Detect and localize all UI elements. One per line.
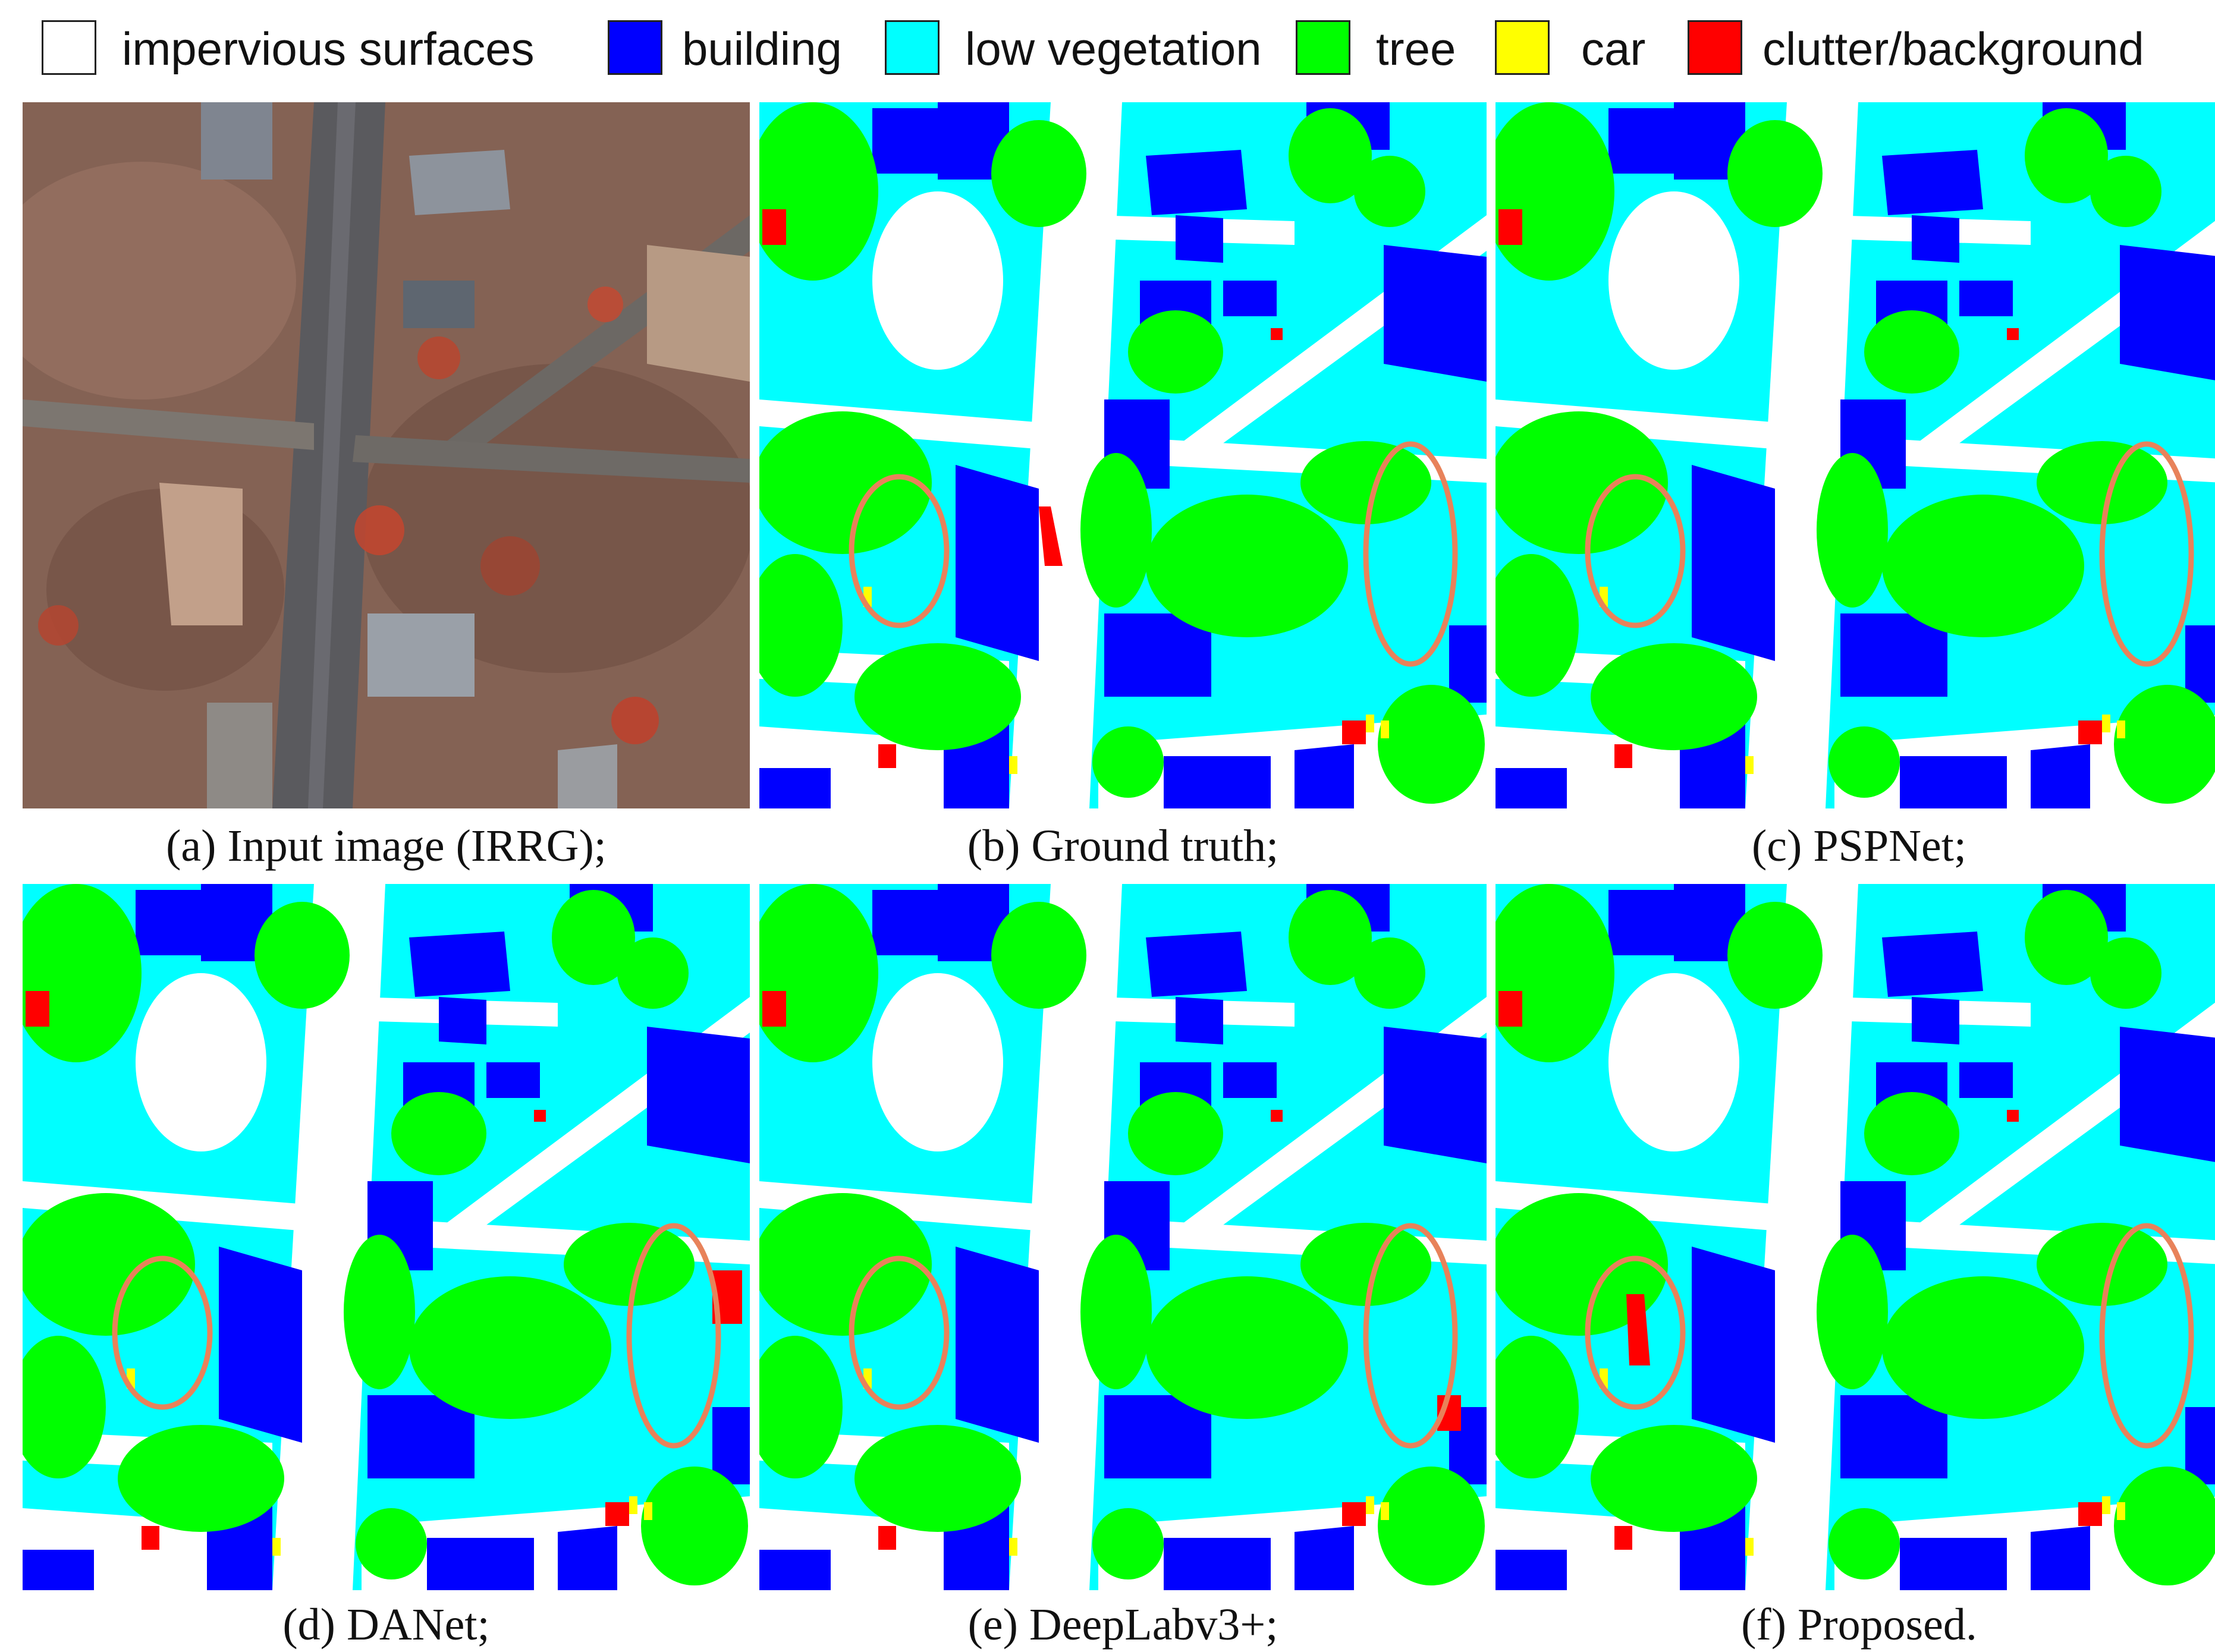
legend-swatch-impervious-surfaces (42, 20, 96, 75)
highlight-ellipse-left (849, 1255, 950, 1410)
highlight-ellipse-left (112, 1255, 213, 1410)
legend-label: low vegetation (965, 23, 1262, 75)
panel-danet (23, 884, 750, 1590)
legend-swatch-building (608, 20, 662, 75)
segmentation-map-danet (23, 884, 750, 1590)
panel-deeplabv3plus (759, 884, 1487, 1590)
legend-swatch-low-vegetation (885, 20, 940, 75)
legend-label: impervious surfaces (122, 23, 535, 75)
highlight-ellipse-right (1363, 1223, 1458, 1449)
panel-input-image (23, 102, 750, 808)
legend-swatch-clutter-background (1688, 20, 1742, 75)
caption-a: (a) Input image (IRRG); (166, 821, 607, 871)
highlight-ellipse-right (2099, 441, 2194, 667)
caption-d: (d) DANet; (282, 1600, 490, 1650)
highlight-ellipse-left (849, 474, 950, 628)
caption-b: (b) Ground truth; (967, 821, 1279, 871)
panel-pspnet (1495, 102, 2215, 808)
segmentation-map-proposed (1495, 884, 2215, 1590)
caption-e: (e) DeepLabv3+; (967, 1600, 1278, 1650)
highlight-ellipse-left (1585, 474, 1686, 628)
input-image-irrg (23, 102, 750, 808)
segmentation-map-deeplabv3plus (759, 884, 1487, 1590)
legend-swatch-car (1495, 20, 1550, 75)
highlight-ellipse-right (2099, 1223, 2194, 1449)
legend-label: building (682, 23, 842, 75)
highlight-ellipse-right (1363, 441, 1458, 667)
caption-c: (c) PSPNet; (1752, 821, 1966, 871)
panel-proposed (1495, 884, 2215, 1590)
legend-label: clutter/background (1762, 23, 2144, 75)
legend-label: car (1581, 23, 1646, 75)
panel-ground-truth (759, 102, 1487, 808)
legend-label: tree (1376, 23, 1456, 75)
segmentation-map-ground-truth (759, 102, 1487, 808)
segmentation-map-pspnet (1495, 102, 2215, 808)
highlight-ellipse-left (1585, 1255, 1686, 1410)
legend-swatch-tree (1296, 20, 1350, 75)
highlight-ellipse-right (626, 1223, 721, 1449)
caption-f: (f) Proposed. (1741, 1600, 1977, 1650)
